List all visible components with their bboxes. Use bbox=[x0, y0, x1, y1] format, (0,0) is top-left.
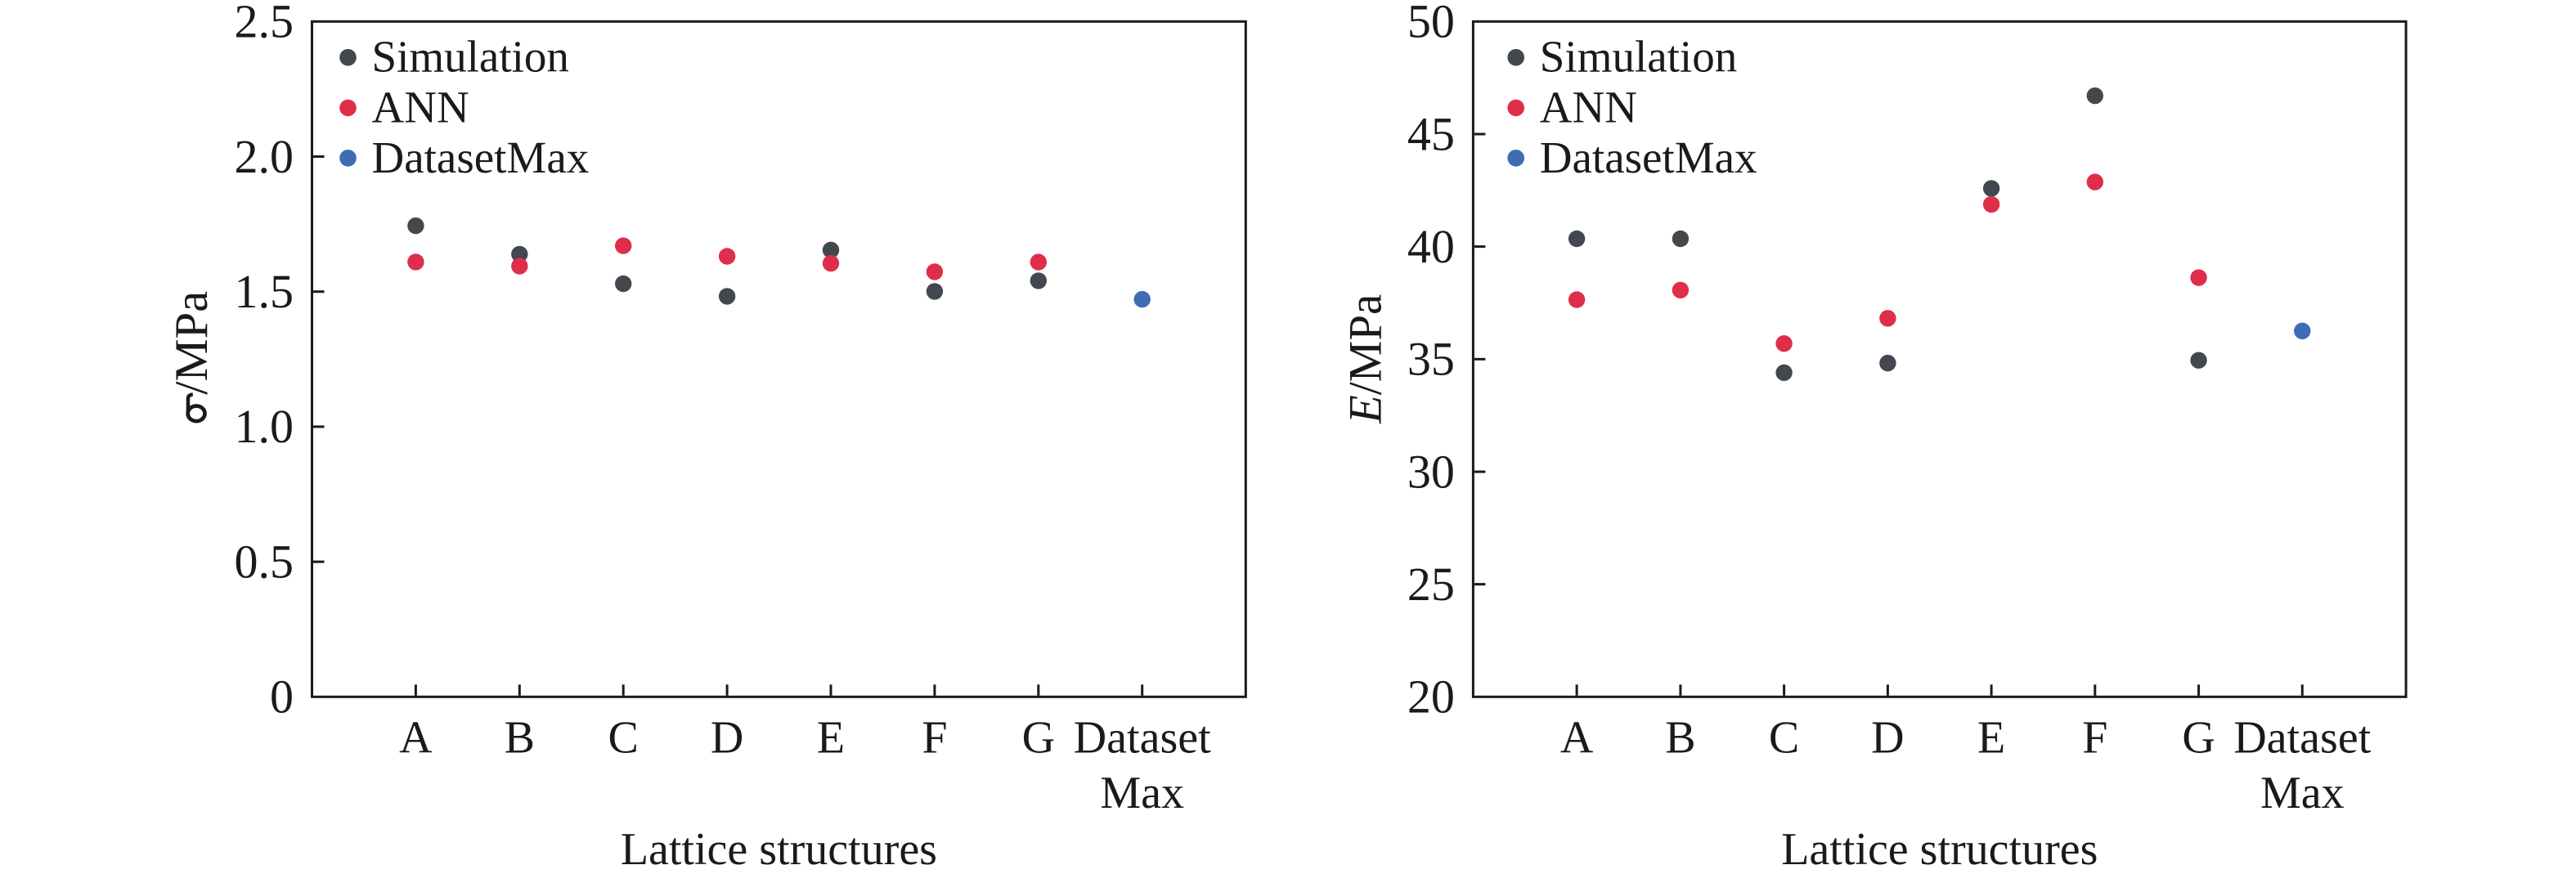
svg-text:E: E bbox=[1977, 712, 2005, 763]
svg-text:A: A bbox=[1560, 712, 1594, 763]
svg-text:Lattice structures: Lattice structures bbox=[1781, 824, 2098, 874]
svg-text:B: B bbox=[505, 712, 535, 763]
svg-text:E/MPa: E/MPa bbox=[1340, 294, 1392, 424]
svg-text:A: A bbox=[399, 712, 433, 763]
svg-text:Simulation: Simulation bbox=[372, 32, 569, 82]
svg-text:1.5: 1.5 bbox=[235, 265, 294, 318]
svg-text:Dataset: Dataset bbox=[2233, 712, 2371, 763]
svg-text:0: 0 bbox=[270, 670, 294, 724]
svg-text:DatasetMax: DatasetMax bbox=[1540, 132, 1757, 182]
svg-text:F: F bbox=[2082, 712, 2107, 763]
svg-text:20: 20 bbox=[1407, 670, 1455, 724]
svg-text:35: 35 bbox=[1407, 333, 1455, 386]
svg-text:45: 45 bbox=[1407, 107, 1455, 160]
svg-text:ANN: ANN bbox=[1540, 82, 1637, 132]
svg-text:B: B bbox=[1665, 712, 1695, 763]
svg-text:2.5: 2.5 bbox=[235, 0, 294, 48]
svg-text:/MPa: /MPa bbox=[166, 291, 218, 395]
svg-text:D: D bbox=[1871, 712, 1904, 763]
svg-text:ANN: ANN bbox=[372, 82, 469, 132]
svg-text:E: E bbox=[817, 712, 845, 763]
svg-text:Max: Max bbox=[1100, 768, 1184, 818]
svg-text:1.0: 1.0 bbox=[235, 400, 294, 453]
svg-text:30: 30 bbox=[1407, 445, 1455, 498]
svg-text:F: F bbox=[922, 712, 947, 763]
svg-text:D: D bbox=[711, 712, 743, 763]
svg-text:Max: Max bbox=[2260, 768, 2345, 818]
svg-text:DatasetMax: DatasetMax bbox=[372, 132, 590, 182]
svg-text:25: 25 bbox=[1407, 558, 1455, 611]
svg-text:2.0: 2.0 bbox=[235, 130, 294, 183]
svg-text:G: G bbox=[2182, 712, 2215, 763]
svg-text:C: C bbox=[608, 712, 639, 763]
svg-text:C: C bbox=[1769, 712, 1799, 763]
svg-text:Simulation: Simulation bbox=[1540, 32, 1737, 82]
svg-text:Dataset: Dataset bbox=[1074, 712, 1211, 763]
svg-text:Lattice structures: Lattice structures bbox=[621, 824, 937, 874]
svg-text:G: G bbox=[1022, 712, 1055, 763]
svg-text:40: 40 bbox=[1407, 220, 1455, 273]
svg-text:50: 50 bbox=[1407, 0, 1455, 48]
svg-text:0.5: 0.5 bbox=[235, 535, 294, 588]
